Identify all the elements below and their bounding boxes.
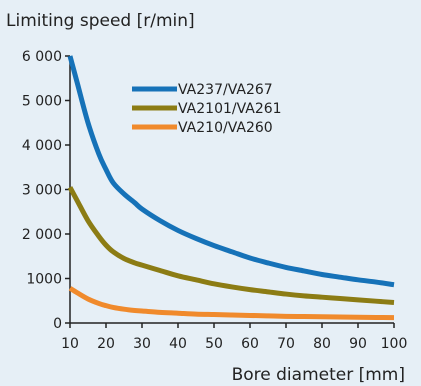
x-axis-title: Bore diameter [mm]: [232, 365, 405, 385]
x-tick-label: 60: [241, 336, 259, 352]
x-tick-label: 10: [61, 336, 79, 352]
legend-label-2: VA210/VA260: [178, 120, 273, 136]
series-layer: [67, 55, 395, 321]
x-tick-label: 70: [277, 336, 295, 352]
y-tick-label: 2 000: [22, 227, 62, 243]
legend-label-0: VA237/VA267: [178, 82, 273, 98]
y-tick-label: 4 000: [22, 138, 62, 154]
legend: VA237/VA267 VA2101/VA261 VA210/VA260: [132, 82, 282, 136]
x-tick-label: 50: [205, 336, 223, 352]
legend-label-1: VA2101/VA261: [178, 101, 282, 117]
y-axis-title: Limiting speed [r/min]: [6, 11, 195, 31]
x-ticks: 10 20 30 40 50 60 70 80 90 100: [61, 323, 407, 352]
y-ticks: 0 1000 2 000 3 000 4 000 5 000 6 000: [22, 49, 70, 332]
series-line-2: [68, 286, 395, 321]
y-tick-label: 0: [53, 316, 62, 332]
x-tick-label: 40: [169, 336, 187, 352]
x-tick-label: 30: [133, 336, 151, 352]
x-tick-label: 90: [349, 336, 367, 352]
x-tick-label: 100: [381, 336, 408, 352]
y-tick-label: 6 000: [22, 49, 62, 65]
y-tick-label: 1000: [26, 272, 62, 288]
y-tick-label: 3 000: [22, 183, 62, 199]
y-tick-label: 5 000: [22, 94, 62, 110]
x-tick-label: 80: [313, 336, 331, 352]
series-line-1: [67, 186, 395, 306]
series-line-0: [67, 55, 395, 288]
x-tick-label: 20: [97, 336, 115, 352]
